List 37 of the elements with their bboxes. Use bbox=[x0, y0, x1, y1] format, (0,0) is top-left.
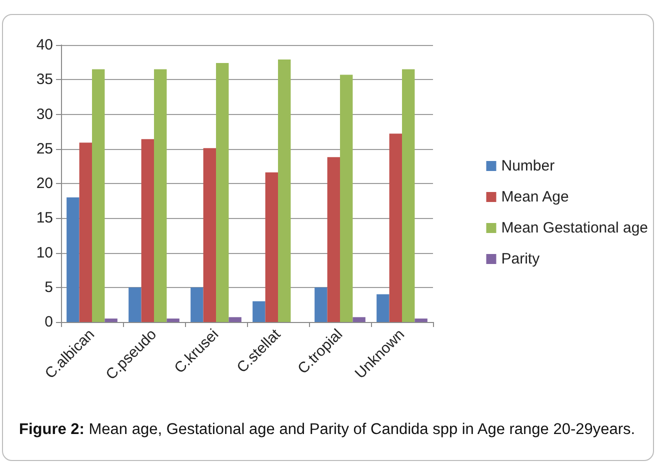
y-tick-label: 30 bbox=[36, 106, 53, 123]
bar bbox=[104, 318, 118, 322]
bar bbox=[228, 317, 242, 322]
bar bbox=[402, 69, 415, 322]
bar bbox=[352, 317, 366, 322]
bar bbox=[166, 318, 180, 322]
bar bbox=[141, 139, 154, 322]
bar bbox=[340, 74, 353, 322]
bar bbox=[252, 301, 266, 322]
caption: Figure 2: Mean age, Gestational age and Parity of Candida spp in Age range 20-29years. bbox=[19, 420, 636, 440]
y-tick-label: 10 bbox=[36, 244, 53, 262]
legend-label: Mean Gestational age bbox=[501, 220, 648, 236]
bar bbox=[203, 148, 216, 322]
legend-label: Mean Age bbox=[501, 188, 569, 206]
bar bbox=[128, 287, 142, 322]
bar bbox=[190, 287, 204, 322]
bar bbox=[376, 294, 390, 322]
y-tick-label: 15 bbox=[36, 210, 53, 227]
y-tick-label: 40 bbox=[36, 36, 53, 54]
bar bbox=[92, 69, 105, 322]
bar bbox=[414, 318, 428, 322]
bar bbox=[265, 172, 278, 322]
bar bbox=[216, 63, 229, 322]
y-tick-label: 20 bbox=[36, 175, 53, 192]
legend-label: Parity bbox=[501, 250, 540, 268]
y-tick-label: 0 bbox=[44, 314, 53, 330]
bar bbox=[278, 60, 291, 322]
y-tick-label: 35 bbox=[36, 71, 53, 88]
bar bbox=[154, 69, 167, 322]
bar bbox=[66, 197, 80, 322]
bar bbox=[389, 134, 402, 322]
bar bbox=[314, 287, 328, 322]
bar bbox=[327, 157, 340, 322]
legend-label: Number bbox=[501, 158, 555, 174]
y-tick-label: 5 bbox=[44, 278, 53, 296]
y-tick-label: 25 bbox=[36, 140, 53, 158]
bar bbox=[79, 142, 92, 322]
